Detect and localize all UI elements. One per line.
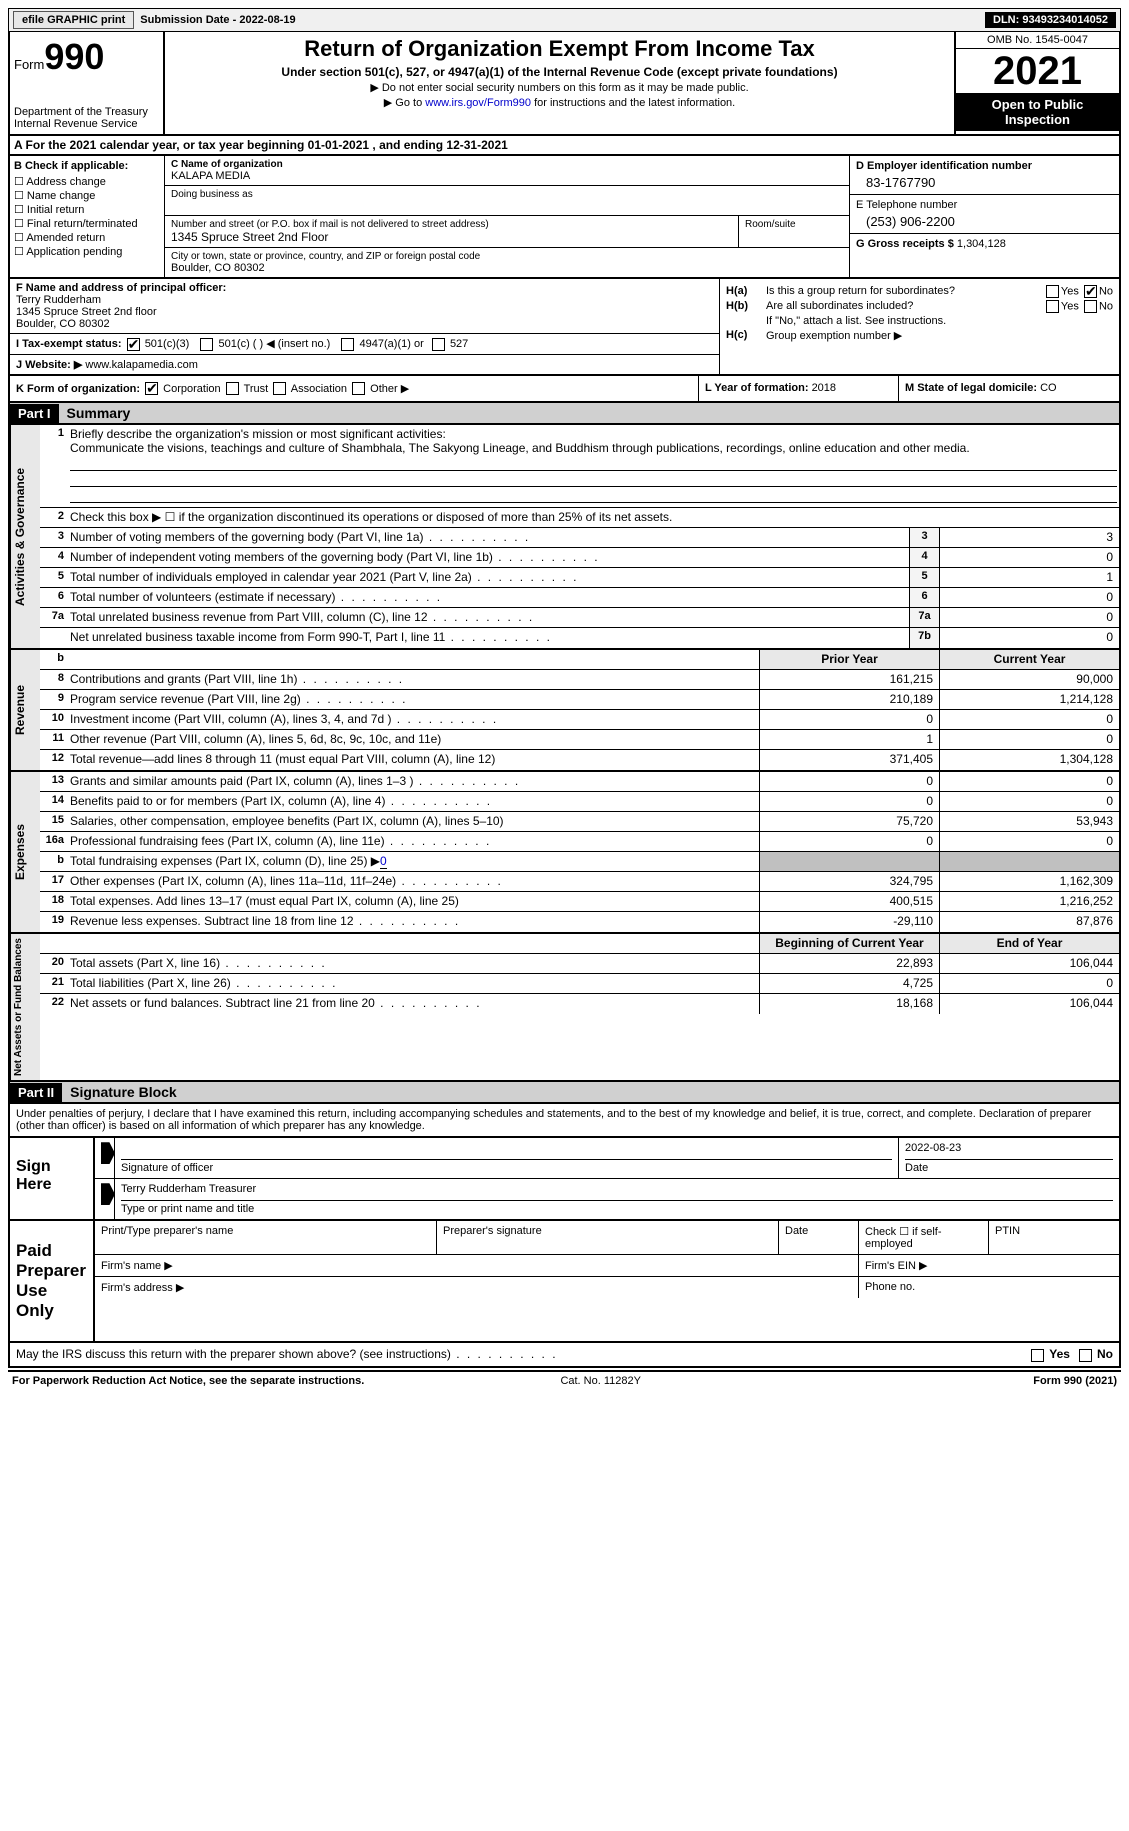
side-expenses: Expenses <box>10 772 40 932</box>
box-d: D Employer identification number 83-1767… <box>849 156 1119 277</box>
form-id-block: Form990 Department of the Treasury Inter… <box>10 32 165 134</box>
top-bar: efile GRAPHIC print Submission Date - 20… <box>8 8 1121 32</box>
form-title: Return of Organization Exempt From Incom… <box>169 36 950 62</box>
submission-date: Submission Date - 2022-08-19 <box>140 14 295 26</box>
side-netassets: Net Assets or Fund Balances <box>10 934 40 1080</box>
org-name: KALAPA MEDIA <box>171 170 843 182</box>
chk-address-change[interactable]: ☐ Address change <box>14 175 160 188</box>
part2-header: Part II Signature Block <box>8 1082 1121 1104</box>
line6-val: 0 <box>939 588 1119 607</box>
current-year-hdr: Current Year <box>939 650 1119 669</box>
box-m: M State of legal domicile: CO <box>899 376 1119 402</box>
chk-corporation[interactable] <box>145 382 158 395</box>
tax-year-line: A For the 2021 calendar year, or tax yea… <box>8 136 1121 156</box>
chk-initial-return[interactable]: ☐ Initial return <box>14 203 160 216</box>
ha-no[interactable] <box>1084 285 1097 298</box>
city-state-zip: Boulder, CO 80302 <box>171 262 843 274</box>
efile-print-button[interactable]: efile GRAPHIC print <box>13 11 134 29</box>
chk-527[interactable] <box>432 338 445 351</box>
paid-preparer-block: Paid Preparer Use Only Print/Type prepar… <box>8 1221 1121 1343</box>
year-block: OMB No. 1545-0047 2021 Open to Public In… <box>954 32 1119 134</box>
irs-discuss-row: May the IRS discuss this return with the… <box>8 1343 1121 1367</box>
ha-yes[interactable] <box>1046 285 1059 298</box>
penalty-statement: Under penalties of perjury, I declare th… <box>8 1104 1121 1138</box>
page-footer: For Paperwork Reduction Act Notice, see … <box>8 1370 1121 1390</box>
chk-amended-return[interactable]: ☐ Amended return <box>14 231 160 244</box>
form-title-block: Return of Organization Exempt From Incom… <box>165 32 954 134</box>
street-address: 1345 Spruce Street 2nd Floor <box>171 230 732 244</box>
hb-no[interactable] <box>1084 300 1097 313</box>
prior-year-hdr: Prior Year <box>759 650 939 669</box>
mission-text: Communicate the visions, teachings and c… <box>70 441 970 455</box>
chk-other[interactable] <box>352 382 365 395</box>
chk-association[interactable] <box>273 382 286 395</box>
chk-name-change[interactable]: ☐ Name change <box>14 189 160 202</box>
chk-trust[interactable] <box>226 382 239 395</box>
chk-application-pending[interactable]: ☐ Application pending <box>14 245 160 258</box>
sign-here-block: Sign Here Signature of officer 2022-08-2… <box>8 1138 1121 1221</box>
line5-val: 1 <box>939 568 1119 587</box>
box-j: J Website: ▶ www.kalapamedia.com <box>10 355 719 374</box>
box-f: F Name and address of principal officer:… <box>10 279 719 334</box>
box-c: C Name of organization KALAPA MEDIA Doin… <box>165 156 849 277</box>
dln-badge: DLN: 93493234014052 <box>985 12 1116 28</box>
sign-date: 2022-08-23 <box>905 1142 1113 1160</box>
line4-val: 0 <box>939 548 1119 567</box>
website: www.kalapamedia.com <box>85 359 198 371</box>
side-activities: Activities & Governance <box>10 425 40 648</box>
line3-val: 3 <box>939 528 1119 547</box>
chk-4947[interactable] <box>341 338 354 351</box>
gross-receipts: 1,304,128 <box>957 238 1006 250</box>
sign-arrow-icon <box>101 1142 115 1164</box>
ein: 83-1767790 <box>856 175 1113 190</box>
irs-link[interactable]: www.irs.gov/Form990 <box>425 97 531 109</box>
name-arrow-icon <box>101 1183 115 1205</box>
box-h: H(a) Is this a group return for subordin… <box>719 279 1119 374</box>
chk-501c3[interactable] <box>127 338 140 351</box>
part1-header: Part I Summary <box>8 403 1121 425</box>
line7b-val: 0 <box>939 628 1119 648</box>
side-revenue: Revenue <box>10 650 40 770</box>
hb-yes[interactable] <box>1046 300 1059 313</box>
box-i: I Tax-exempt status: 501(c)(3) 501(c) ( … <box>10 334 719 355</box>
chk-final-return[interactable]: ☐ Final return/terminated <box>14 217 160 230</box>
discuss-yes[interactable] <box>1031 1349 1044 1362</box>
chk-501c[interactable] <box>200 338 213 351</box>
box-k: K Form of organization: Corporation Trus… <box>10 376 699 402</box>
line7a-val: 0 <box>939 608 1119 627</box>
box-b: B Check if applicable: ☐ Address change … <box>10 156 165 277</box>
discuss-no[interactable] <box>1079 1349 1092 1362</box>
telephone: (253) 906-2200 <box>856 214 1113 229</box>
box-l: L Year of formation: 2018 <box>699 376 899 402</box>
officer-name: Terry Rudderham Treasurer <box>121 1183 1113 1201</box>
